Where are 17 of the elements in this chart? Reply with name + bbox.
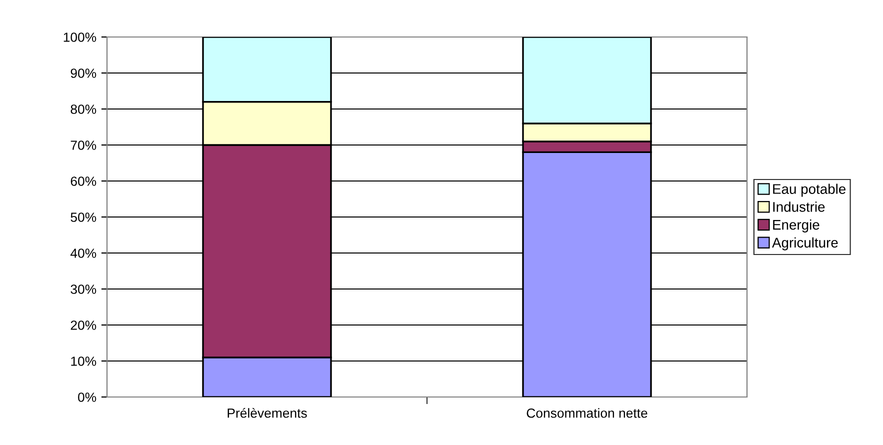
- y-tick-label: 60%: [70, 176, 96, 186]
- y-tick-label: 80%: [70, 104, 96, 114]
- legend-label: Industrie: [773, 202, 825, 212]
- y-tick-label: 100%: [64, 32, 96, 42]
- y-tick-label: 0%: [78, 392, 96, 402]
- y-tick-label: 20%: [70, 320, 96, 330]
- legend-label: Eau potable: [773, 184, 846, 197]
- y-tick-label: 30%: [70, 284, 96, 294]
- y-tick-label: 90%: [70, 68, 96, 78]
- x-tick-label: Prélèvements: [228, 408, 307, 418]
- x-tick-label: Consommation nette: [526, 408, 648, 418]
- y-tick-label: 10%: [71, 356, 96, 366]
- legend-label: Agriculture: [772, 237, 838, 250]
- y-tick-label: 50%: [70, 212, 96, 222]
- y-tick-label: 40%: [70, 248, 96, 258]
- y-tick-label: 70%: [70, 140, 96, 150]
- legend-label: Energie: [773, 220, 820, 232]
